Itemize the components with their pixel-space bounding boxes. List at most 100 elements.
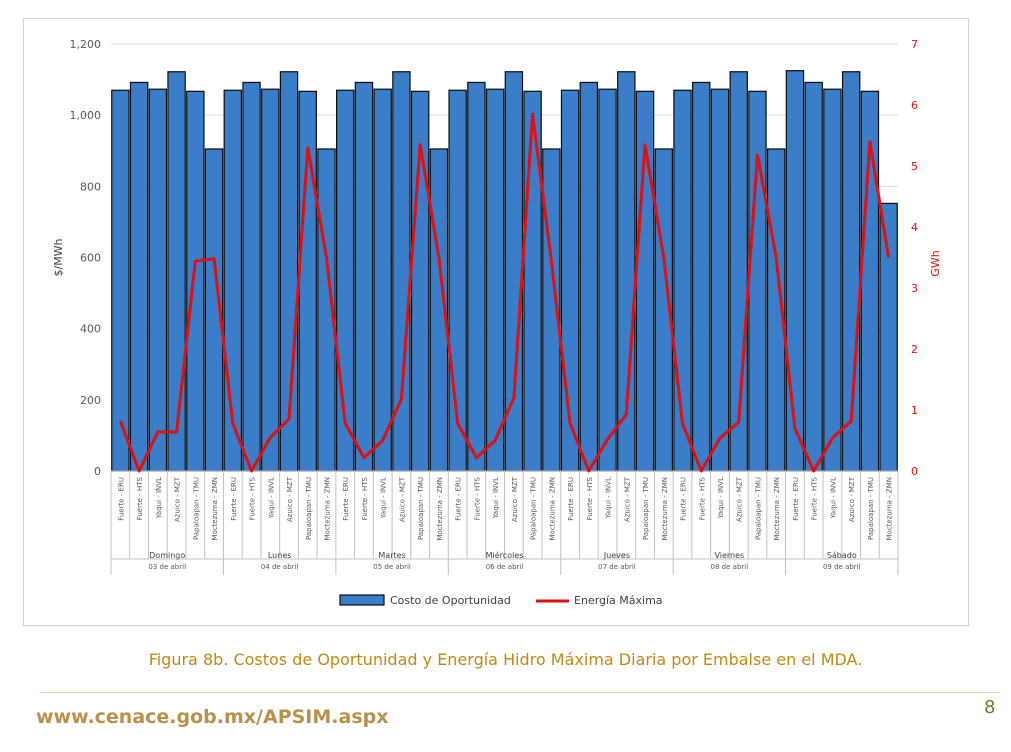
- bar: [523, 90, 542, 472]
- group-date-label: 04 de abril: [261, 563, 299, 571]
- bar: [186, 90, 205, 472]
- legend-line-label: Energía Máxima: [574, 594, 663, 607]
- chart-frame: 0 200 400 600 800 1,000 1,200 0 1 2 3 4 5 6 7 $/MWh GWh F…: [23, 18, 969, 626]
- bar: [111, 89, 130, 472]
- y-right-tick-label: 7: [911, 38, 918, 51]
- bar: [167, 71, 186, 472]
- category-tick-label: Moctezuma - ZMN: [436, 477, 444, 541]
- bar: [579, 81, 599, 472]
- category-tick-label: Fuerte - ERU: [567, 477, 575, 521]
- group-day-label: Viernes: [714, 551, 744, 560]
- bar: [804, 81, 823, 472]
- group-day-label: Sábado: [827, 551, 857, 560]
- group-day-label: Martes: [378, 551, 405, 560]
- category-tick-label: Papaloapan - TMU: [867, 477, 875, 540]
- bar: [467, 81, 486, 472]
- y-left-tick-label: 400: [80, 323, 101, 336]
- bar: [261, 88, 280, 472]
- figure-caption: Figura 8b. Costos de Oportunidad y Energ…: [148, 650, 863, 669]
- y-left-tick-label: 800: [80, 180, 101, 193]
- category-tick-label: Moctezuma - ZMN: [661, 477, 669, 541]
- category-tick-label: Fuerte - HTS: [811, 476, 819, 520]
- bar: [485, 88, 505, 472]
- bar: [373, 88, 392, 472]
- category-tick-label: Moctezuma - ZMN: [211, 477, 219, 541]
- bar: [354, 81, 374, 472]
- category-tick-label: Moctezuma - ZMN: [548, 477, 556, 541]
- category-tick-label: Fuerte - HTS: [249, 476, 257, 520]
- y-left-tick-label: 600: [80, 252, 101, 265]
- category-tick-label: Yaqui - INVL: [492, 477, 500, 519]
- y-right-tick-label: 0: [911, 465, 918, 478]
- y-left-tick-label: 1,200: [70, 38, 102, 51]
- bar: [748, 90, 767, 472]
- bar: [242, 81, 261, 472]
- bar: [823, 88, 842, 472]
- category-tick-label: Azuico - MZT: [848, 476, 856, 522]
- bar: [785, 70, 805, 472]
- bar: [598, 88, 617, 472]
- category-tick-label: Azuico - MZT: [174, 476, 182, 522]
- category-tick-label: Moctezuma - ZMN: [324, 477, 332, 541]
- category-tick-label: Papaloapan - TMU: [417, 477, 425, 540]
- y-right-tick-label: 3: [911, 282, 918, 295]
- category-tick-label: Fuerte - HTS: [698, 476, 706, 520]
- category-tick-label: Yaqui - INVL: [380, 477, 388, 519]
- category-tick-label: Yaqui - INVL: [717, 477, 725, 519]
- bar: [879, 202, 898, 472]
- footer-url: www.cenace.gob.mx/APSIM.aspx: [36, 706, 389, 728]
- category-tick-label: Azuico - MZT: [511, 476, 519, 522]
- y-right-axis-title: GWh: [929, 250, 942, 276]
- group-day-label: Lunes: [268, 551, 292, 560]
- category-tick-label: Fuerte - ERU: [117, 477, 125, 521]
- group-day-label: Miércoles: [486, 550, 524, 560]
- category-tick-label: Papaloapan - TMU: [530, 477, 538, 540]
- category-tick-label: Fuerte - HTS: [473, 476, 481, 520]
- y-right-tick-label: 4: [911, 221, 918, 234]
- category-tick-label: Fuerte - HTS: [136, 476, 144, 520]
- category-tick-label: Papaloapan - TMU: [305, 477, 313, 540]
- page-number: 8: [984, 697, 996, 718]
- category-tick-label: Fuerte - HTS: [361, 476, 369, 520]
- legend-bar-label: Costo de Oportunidad: [390, 594, 511, 607]
- group-day-label: Jueves: [603, 551, 630, 560]
- bar: [710, 88, 730, 472]
- category-tick-label: Fuerte - ERU: [342, 477, 350, 521]
- category-tick-label: Yaqui - INVL: [155, 477, 163, 519]
- category-tick-label: Fuerte - ERU: [230, 477, 238, 521]
- y-left-tick-label: 1,000: [70, 109, 102, 122]
- group-date-label: 07 de abril: [598, 563, 636, 571]
- group-date-label: 08 de abril: [711, 563, 749, 571]
- group-date-label: 03 de abril: [148, 563, 186, 571]
- bar: [148, 88, 168, 472]
- category-tick-label: Azuico - MZT: [398, 476, 406, 522]
- category-tick-label: Moctezuma - ZMN: [773, 477, 781, 541]
- category-tick-label: Moctezuma - ZMN: [886, 477, 894, 541]
- category-tick-label: Azuico - MZT: [623, 476, 631, 522]
- legend-bar-swatch: [339, 594, 385, 606]
- bar: [129, 81, 149, 472]
- y-right-tick-label: 2: [911, 343, 918, 356]
- category-tick-label: Fuerte - ERU: [455, 477, 463, 521]
- category-tick-label: Yaqui - INVL: [829, 477, 837, 519]
- energy-line: [118, 112, 891, 473]
- category-tick-label: Azuico - MZT: [286, 476, 294, 522]
- y-left-axis-title: $/MWh: [52, 238, 65, 276]
- category-tick-label: Yaqui - INVL: [605, 477, 613, 519]
- y-right-tick-label: 5: [911, 160, 918, 173]
- y-right-tick-label: 1: [911, 404, 918, 417]
- category-tick-label: Papaloapan - TMU: [642, 477, 650, 540]
- category-tick-label: Yaqui - INVL: [267, 477, 275, 519]
- category-tick-label: Fuerte - HTS: [586, 476, 594, 520]
- group-date-label: 06 de abril: [486, 563, 524, 571]
- category-tick-label: Azuico - MZT: [736, 476, 744, 522]
- group-date-label: 09 de abril: [823, 563, 861, 571]
- category-tick-label: Fuerte - ERU: [792, 477, 800, 521]
- footer-divider: [40, 692, 1000, 693]
- category-tick-label: Papaloapan - TMU: [192, 477, 200, 540]
- y-right-tick-label: 6: [911, 99, 918, 112]
- y-left-tick-label: 0: [94, 465, 101, 478]
- group-day-label: Domingo: [149, 551, 185, 560]
- y-left-tick-label: 200: [80, 394, 101, 407]
- group-date-label: 05 de abril: [373, 563, 411, 571]
